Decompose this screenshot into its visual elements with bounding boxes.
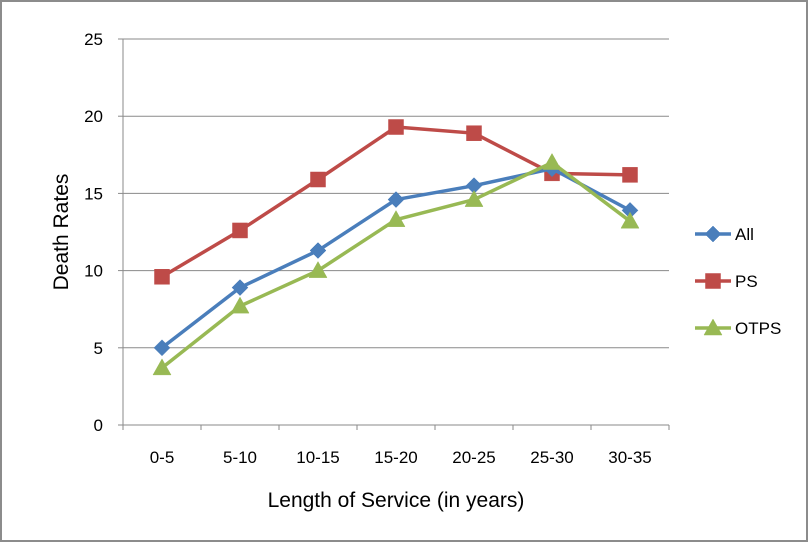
x-tick-label: 30-35 <box>608 448 651 467</box>
y-tick-label: 15 <box>84 184 103 203</box>
legend-marker <box>703 318 723 336</box>
legend: All PS OTPS <box>695 225 781 338</box>
legend-label: All <box>735 225 754 244</box>
y-tick-label: 20 <box>84 107 103 126</box>
legend-item-all: All <box>695 225 754 244</box>
x-tick-labels: 0-5 5-10 10-15 15-20 20-25 25-30 30-35 <box>122 425 670 467</box>
data-point-ps <box>154 269 170 285</box>
data-point-ps <box>310 171 326 188</box>
x-tick-label: 10-15 <box>296 448 339 467</box>
y-tick-label: 10 <box>84 262 103 281</box>
legend-marker <box>705 273 721 289</box>
data-point-otps <box>464 190 484 207</box>
legend-item-otps: OTPS <box>695 318 781 338</box>
legend-label: PS <box>735 272 758 291</box>
y-tick-label: 0 <box>94 416 103 435</box>
data-point-otps <box>542 153 562 170</box>
data-point-otps <box>386 210 406 227</box>
series-all <box>153 160 639 357</box>
data-point-otps <box>152 358 172 376</box>
legend-item-ps: PS <box>695 272 758 291</box>
data-point-ps <box>388 119 404 135</box>
x-axis-title: Length of Service (in years) <box>268 489 525 512</box>
y-tick-label: 25 <box>84 30 103 49</box>
data-point-ps <box>232 222 248 239</box>
x-tick-label: 5-10 <box>223 448 257 467</box>
y-axis-title: Death Rates <box>50 174 73 291</box>
x-tick-label: 15-20 <box>374 448 417 467</box>
data-point-otps <box>620 211 640 229</box>
data-point-all <box>231 279 249 296</box>
x-tick-label: 25-30 <box>530 448 573 467</box>
data-point-all <box>387 191 405 208</box>
x-tick-label: 20-25 <box>452 448 495 467</box>
y-tick-label: 5 <box>94 339 103 358</box>
series-layer <box>152 119 640 376</box>
data-point-otps <box>230 296 250 314</box>
data-point-ps <box>466 125 482 141</box>
data-point-all <box>309 242 327 259</box>
x-tick-label: 0-5 <box>150 448 175 467</box>
series-otps <box>152 153 640 376</box>
y-tick-labels: 0 5 10 15 20 25 <box>84 30 123 435</box>
data-point-otps <box>308 261 328 278</box>
legend-label: OTPS <box>735 319 781 338</box>
legend-marker <box>704 225 722 243</box>
data-point-ps <box>622 167 638 183</box>
data-point-all <box>153 339 171 357</box>
